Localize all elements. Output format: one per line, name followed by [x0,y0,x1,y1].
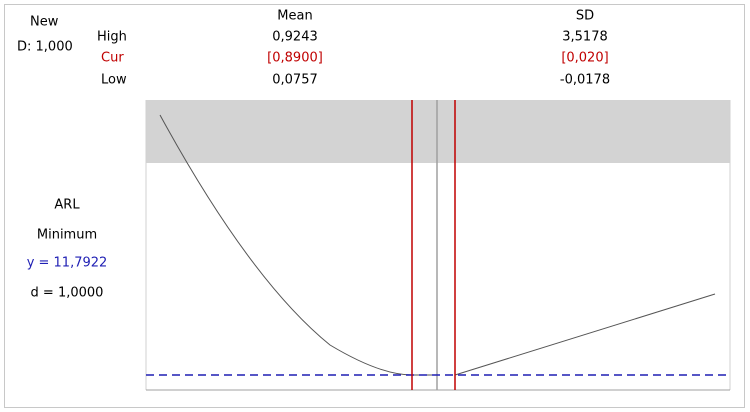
sd-curve [454,293,716,376]
new-label: New [30,15,59,30]
cur-label: Cur [101,51,124,66]
response-name: ARL [54,198,80,213]
high-label: High [97,30,127,45]
frame [4,4,745,408]
low-value: -0,0178 [560,73,610,88]
response-d: d = 1,0000 [31,286,104,301]
cur-value: [0,8900] [267,51,323,66]
low-value: 0,0757 [272,73,318,88]
response-y: y = 11,7922 [27,256,108,271]
cur-value: [0,020] [561,51,608,66]
composite-d: D: 1,000 [17,40,73,55]
shaded-band [146,100,730,163]
high-value: 0,9243 [272,30,318,45]
mean-curve [159,114,437,376]
column-name: SD [576,9,594,24]
column-name: Mean [277,9,312,24]
low-label: Low [101,73,127,88]
response-goal: Minimum [37,228,97,243]
high-value: 3,5178 [562,30,608,45]
